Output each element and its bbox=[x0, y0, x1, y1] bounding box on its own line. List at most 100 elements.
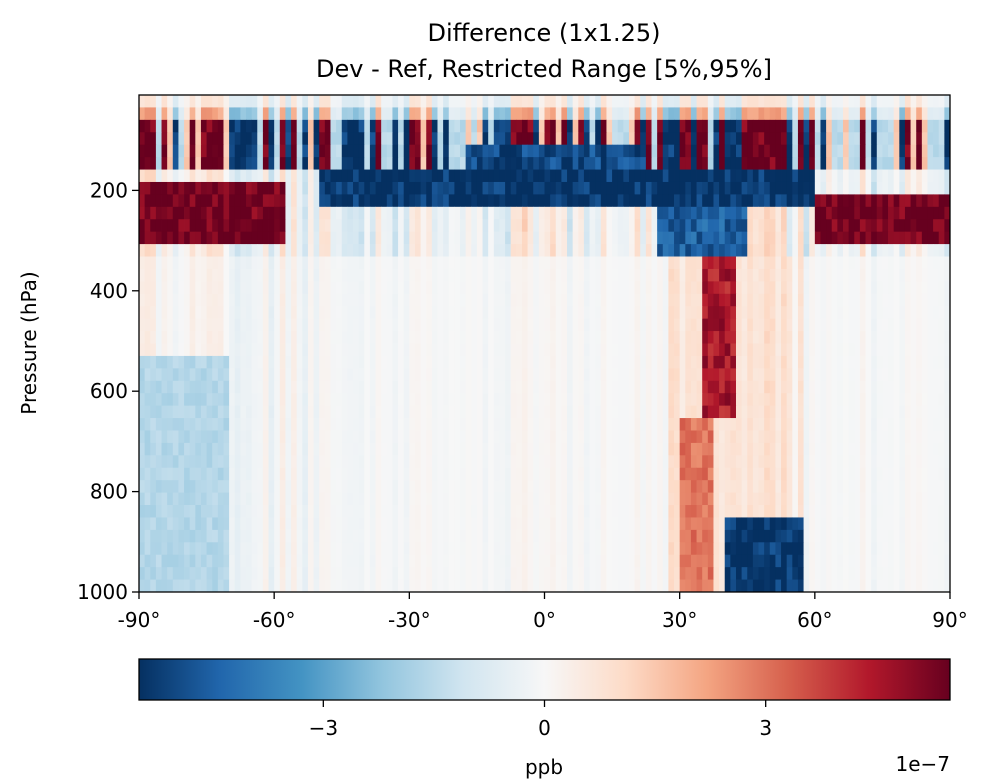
heatmap-cell bbox=[516, 467, 523, 481]
heatmap-cell bbox=[150, 181, 157, 195]
heatmap-cell bbox=[814, 492, 821, 506]
heatmap-cell bbox=[341, 256, 348, 270]
heatmap-cell bbox=[476, 157, 483, 170]
heatmap-cell bbox=[606, 231, 613, 245]
heatmap-cell bbox=[944, 418, 950, 431]
heatmap-cell bbox=[195, 181, 202, 195]
heatmap-cell bbox=[854, 157, 861, 170]
heatmap-cell bbox=[223, 442, 230, 456]
heatmap-cell bbox=[206, 405, 213, 419]
heatmap-cell bbox=[161, 331, 168, 344]
heatmap-cell bbox=[533, 281, 540, 295]
heatmap-cell bbox=[364, 418, 371, 431]
heatmap-cell bbox=[933, 268, 940, 282]
heatmap-cell bbox=[578, 119, 585, 133]
heatmap-cell bbox=[645, 144, 652, 158]
heatmap-cell bbox=[831, 505, 838, 518]
heatmap-cell bbox=[764, 132, 771, 146]
heatmap-cell bbox=[150, 442, 157, 456]
heatmap-cell bbox=[426, 343, 433, 357]
heatmap-cell bbox=[493, 181, 500, 195]
heatmap-cell bbox=[685, 306, 692, 320]
heatmap-cell bbox=[555, 194, 562, 208]
heatmap-cell bbox=[662, 318, 669, 332]
heatmap-cell bbox=[623, 418, 630, 431]
heatmap-cell bbox=[882, 368, 889, 382]
heatmap-cell bbox=[719, 206, 726, 220]
heatmap-cell bbox=[871, 480, 878, 494]
heatmap-cell bbox=[561, 95, 568, 108]
heatmap-cell bbox=[854, 293, 861, 307]
heatmap-cell bbox=[533, 492, 540, 506]
heatmap-cell bbox=[719, 442, 726, 456]
heatmap-cell bbox=[206, 256, 213, 270]
heatmap-cell bbox=[792, 393, 799, 407]
heatmap-cell bbox=[420, 343, 427, 357]
heatmap-cell bbox=[369, 467, 376, 481]
heatmap-cell bbox=[516, 219, 523, 233]
heatmap-cell bbox=[572, 268, 579, 282]
heatmap-cell bbox=[555, 331, 562, 344]
heatmap-cell bbox=[279, 169, 286, 183]
heatmap-cell bbox=[690, 331, 697, 344]
heatmap-cell bbox=[212, 318, 219, 332]
heatmap-cell bbox=[938, 206, 945, 220]
heatmap-cell bbox=[803, 505, 810, 518]
heatmap-cell bbox=[696, 343, 703, 357]
heatmap-cell bbox=[155, 331, 162, 344]
heatmap-cell bbox=[854, 380, 861, 394]
heatmap-cell bbox=[555, 455, 562, 469]
heatmap-cell bbox=[437, 95, 444, 108]
heatmap-cell bbox=[865, 281, 872, 295]
heatmap-cell bbox=[685, 268, 692, 282]
heatmap-cell bbox=[353, 119, 360, 133]
heatmap-cell bbox=[871, 95, 878, 108]
heatmap-cell bbox=[882, 380, 889, 394]
heatmap-cell bbox=[888, 219, 895, 233]
heatmap-cell bbox=[561, 194, 568, 208]
heatmap-cell bbox=[938, 144, 945, 158]
heatmap-cell bbox=[668, 331, 675, 344]
heatmap-cell bbox=[471, 293, 478, 307]
heatmap-cell bbox=[223, 132, 230, 146]
heatmap-cell bbox=[516, 418, 523, 431]
heatmap-cell bbox=[645, 206, 652, 220]
heatmap-cell bbox=[324, 517, 331, 531]
heatmap-cell bbox=[831, 95, 838, 108]
heatmap-cell bbox=[724, 119, 731, 133]
heatmap-cell bbox=[392, 517, 399, 531]
heatmap-cell bbox=[240, 418, 247, 431]
heatmap-cell bbox=[674, 132, 681, 146]
heatmap-cell bbox=[527, 430, 534, 444]
heatmap-cell bbox=[859, 194, 866, 208]
heatmap-cell bbox=[505, 430, 512, 444]
heatmap-cell bbox=[758, 430, 765, 444]
heatmap-cell bbox=[195, 380, 202, 394]
heatmap-cell bbox=[319, 119, 326, 133]
heatmap-cell bbox=[826, 169, 833, 183]
heatmap-cell bbox=[364, 293, 371, 307]
heatmap-cell bbox=[460, 256, 467, 270]
heatmap-cell bbox=[155, 455, 162, 469]
heatmap-cell bbox=[662, 119, 669, 133]
heatmap-cell bbox=[403, 268, 410, 282]
heatmap-cell bbox=[910, 355, 917, 369]
heatmap-cell bbox=[724, 95, 731, 108]
heatmap-cell bbox=[544, 430, 551, 444]
heatmap-cell bbox=[904, 306, 911, 320]
heatmap-cell bbox=[578, 157, 585, 170]
heatmap-cell bbox=[420, 492, 427, 506]
heatmap-cell bbox=[550, 157, 557, 170]
heatmap-cell bbox=[871, 144, 878, 158]
heatmap-cell bbox=[752, 418, 759, 431]
heatmap-cell bbox=[589, 467, 596, 481]
heatmap-cell bbox=[859, 169, 866, 183]
heatmap-cell bbox=[403, 455, 410, 469]
heatmap-cell bbox=[161, 157, 168, 170]
heatmap-cell bbox=[184, 480, 191, 494]
heatmap-cell bbox=[606, 455, 613, 469]
heatmap-cell bbox=[910, 231, 917, 245]
heatmap-cell bbox=[764, 268, 771, 282]
heatmap-cell bbox=[527, 343, 534, 357]
heatmap-cell bbox=[291, 455, 298, 469]
